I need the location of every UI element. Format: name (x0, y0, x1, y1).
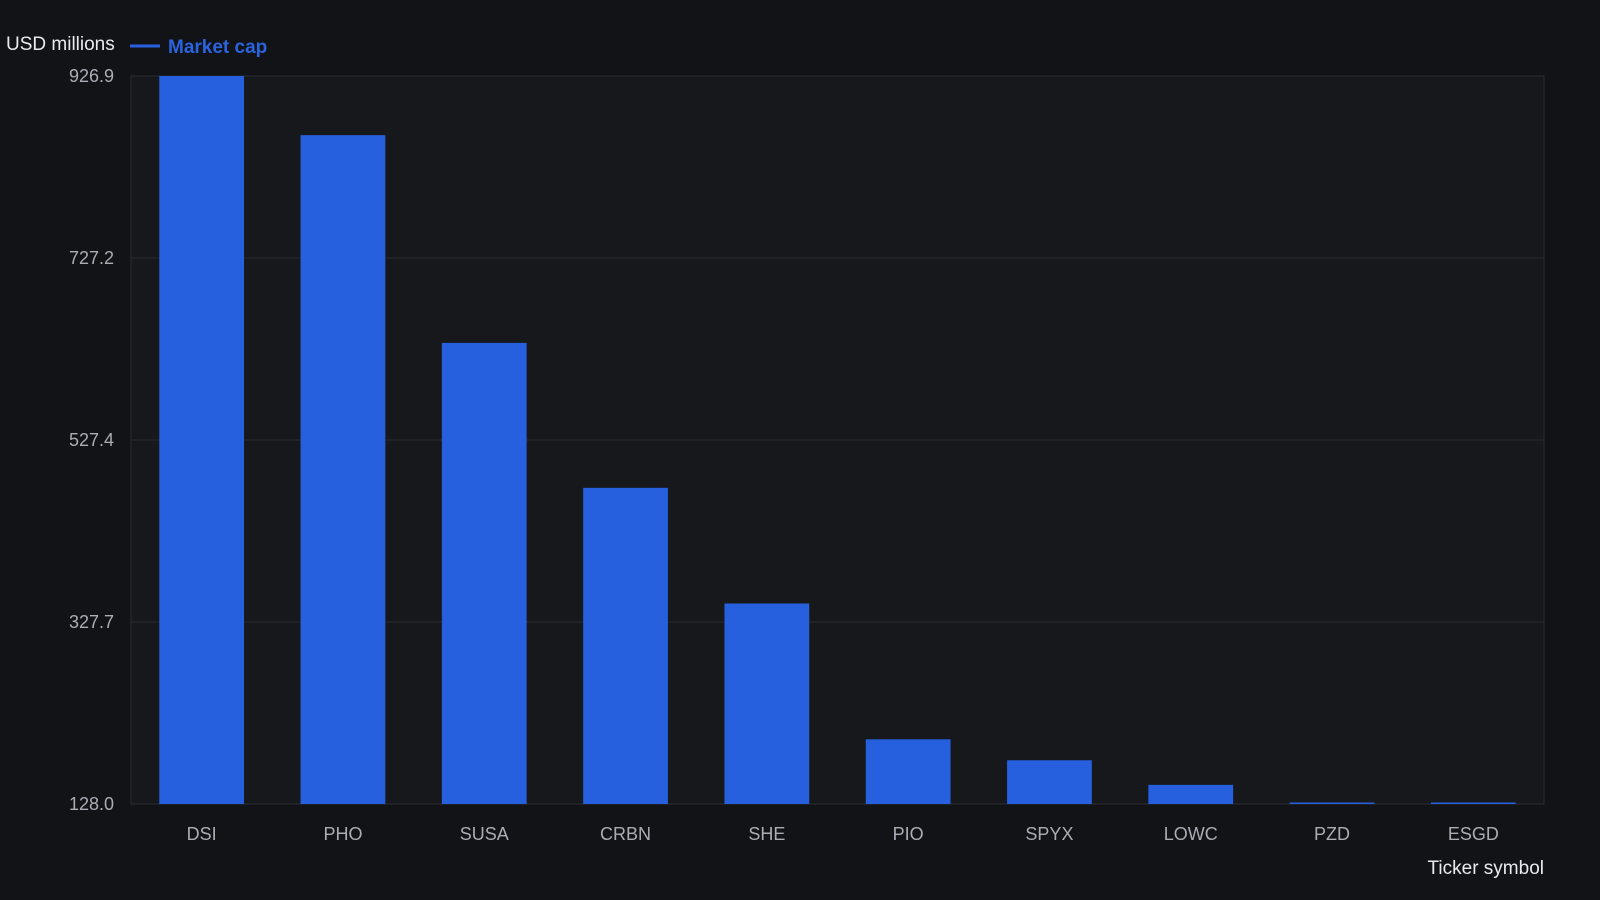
y-tick-label: 727.2 (69, 248, 114, 268)
y-tick-label: 527.4 (69, 430, 114, 450)
y-tick-label: 128.0 (69, 794, 114, 814)
x-tick-label-pzd: PZD (1314, 824, 1350, 844)
x-tick-label-pio: PIO (893, 824, 924, 844)
y-axis-title: USD millions (6, 34, 115, 55)
bar-lowc[interactable] (1148, 784, 1234, 804)
x-axis-ticks: DSI PHO SUSA CRBN SHE PIO SPYX LOWC PZD ESGD (187, 824, 1499, 844)
bars (159, 76, 1516, 805)
x-tick-label-susa: SUSA (460, 824, 509, 844)
y-tick-label: 327.7 (69, 612, 114, 632)
x-tick-label-esgd: ESGD (1448, 824, 1499, 844)
legend-label-market-cap: Market cap (168, 37, 267, 58)
bar-spyx[interactable] (1007, 760, 1092, 804)
bar-dsi[interactable] (159, 76, 245, 804)
x-tick-label-spyx: SPYX (1025, 824, 1073, 844)
bar-pho[interactable] (300, 135, 386, 804)
y-tick-label: 926.9 (69, 66, 114, 86)
y-axis-ticks: 128.0 327.7 527.4 727.2 926.9 (69, 66, 114, 814)
x-tick-label-lowc: LOWC (1164, 824, 1218, 844)
bar-susa[interactable] (441, 342, 527, 804)
bar-pzd[interactable] (1289, 802, 1375, 805)
bar-crbn[interactable] (583, 487, 668, 804)
x-axis-title: Ticker symbol (1428, 858, 1544, 879)
bar-esgd[interactable] (1430, 802, 1516, 805)
x-tick-label-crbn: CRBN (600, 824, 651, 844)
bar-she[interactable] (724, 603, 810, 804)
x-tick-label-dsi: DSI (187, 824, 217, 844)
bar-pio[interactable] (865, 739, 951, 804)
x-tick-label-she: SHE (748, 824, 785, 844)
x-tick-label-pho: PHO (323, 824, 362, 844)
legend[interactable]: Market cap (130, 37, 267, 58)
